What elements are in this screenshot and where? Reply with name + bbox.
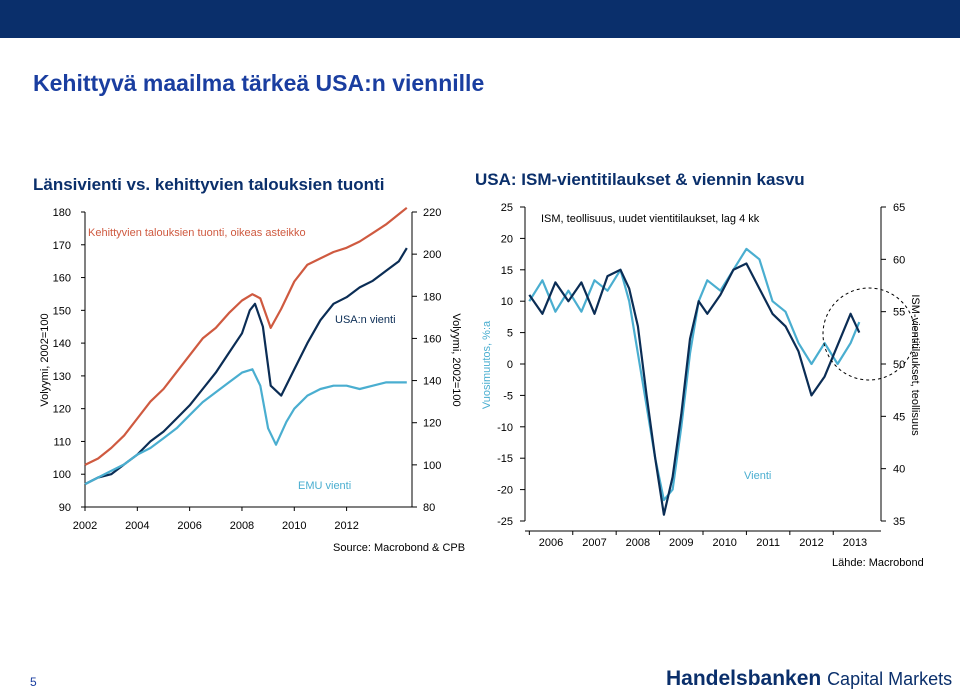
y2-tick-label: 180 <box>423 291 441 303</box>
y2-tick-label: 120 <box>423 418 441 430</box>
x-tick-label: 2006 <box>177 520 201 532</box>
y-tick-label: 140 <box>53 338 71 350</box>
x-tick-label: 2011 <box>756 537 780 549</box>
y-tick-label: 170 <box>53 240 71 252</box>
x-tick-label: 2004 <box>125 520 149 532</box>
y2-tick-label: 65 <box>893 202 905 214</box>
x-tick-label: 2006 <box>539 537 563 549</box>
x-tick-label: 2012 <box>334 520 358 532</box>
brand-name: Handelsbanken <box>666 667 822 690</box>
y-tick-label: 90 <box>59 502 71 514</box>
series-line-1 <box>528 262 861 516</box>
x-tick-label: 2009 <box>669 537 693 549</box>
import-series-label: Kehittyvien talouksien tuonti, oikeas as… <box>88 227 306 239</box>
y-tick-label: 15 <box>501 265 513 277</box>
header-bar <box>0 0 960 38</box>
x-tick-label: 2008 <box>626 537 650 549</box>
y-tick-label: 180 <box>53 207 71 219</box>
highlight-circle <box>822 287 916 381</box>
y2-tick-label: 55 <box>893 307 905 319</box>
y-tick-label: -5 <box>503 390 513 402</box>
left-chart-title: Länsivienti vs. kehittyvien talouksien t… <box>33 175 385 194</box>
export-series-label: Vienti <box>744 470 771 482</box>
emu-series-label: EMU vienti <box>298 480 351 492</box>
series-line-1 <box>84 247 408 486</box>
y2-tick-label: 140 <box>423 376 441 388</box>
y-tick-label: 110 <box>53 436 71 448</box>
ism-series-label: ISM, teollisuus, uudet vientitilaukset, … <box>541 213 760 225</box>
y-tick-label: -10 <box>497 422 513 434</box>
y2-axis-label: Volyymi, 2002=100 <box>450 313 462 406</box>
series-line-0 <box>528 247 861 502</box>
x-tick-label: 2010 <box>712 537 736 549</box>
y-axis-label: Vuosimuutos, %:a <box>481 320 493 409</box>
y-tick-label: 150 <box>53 305 71 317</box>
x-tick-label: 2002 <box>73 520 97 532</box>
series-line-0 <box>84 206 408 466</box>
y2-tick-label: 45 <box>893 411 905 423</box>
slide-title: Kehittyvä maailma tärkeä USA:n viennille <box>33 70 485 96</box>
x-tick-label: 2010 <box>282 520 306 532</box>
left-chart-source: Source: Macrobond & CPB <box>333 542 466 554</box>
brand-logo: Handelsbanken Capital Markets <box>666 667 952 691</box>
y-tick-label: -15 <box>497 453 513 465</box>
y-tick-label: -25 <box>497 516 513 528</box>
x-tick-label: 2008 <box>230 520 254 532</box>
y-tick-label: 20 <box>501 233 513 245</box>
y2-tick-label: 80 <box>423 502 435 514</box>
x-tick-label: 2013 <box>843 537 867 549</box>
y-tick-label: 160 <box>53 273 71 285</box>
y2-tick-label: 35 <box>893 516 905 528</box>
y-tick-label: 5 <box>507 328 513 340</box>
y2-axis-label: ISM-vientitilaukset, teollisuus <box>909 294 921 436</box>
y-tick-label: 100 <box>53 469 71 481</box>
page-number: 5 <box>30 675 37 689</box>
x-tick-label: 2012 <box>799 537 823 549</box>
right-chart-source: Lähde: Macrobond <box>832 557 924 569</box>
y2-tick-label: 100 <box>423 460 441 472</box>
y2-tick-label: 220 <box>423 207 441 219</box>
y-tick-label: 10 <box>501 296 513 308</box>
usa-series-label: USA:n vienti <box>335 314 396 326</box>
series-line-2 <box>84 368 407 486</box>
y-tick-label: 120 <box>53 404 71 416</box>
brand-suffix: Capital Markets <box>827 669 953 689</box>
x-tick-label: 2007 <box>582 537 606 549</box>
y-tick-label: 130 <box>53 371 71 383</box>
y2-tick-label: 160 <box>423 333 441 345</box>
y2-tick-label: 40 <box>893 464 905 476</box>
y-tick-label: 0 <box>507 359 513 371</box>
y-tick-label: 25 <box>501 202 513 214</box>
y2-tick-label: 200 <box>423 249 441 261</box>
y2-tick-label: 50 <box>893 359 905 371</box>
y-tick-label: -20 <box>497 485 513 497</box>
y2-tick-label: 60 <box>893 254 905 266</box>
right-chart-title: USA: ISM-vientitilaukset & viennin kasvu <box>475 170 805 189</box>
y-axis-label: Volyymi, 2002=100 <box>39 313 51 406</box>
